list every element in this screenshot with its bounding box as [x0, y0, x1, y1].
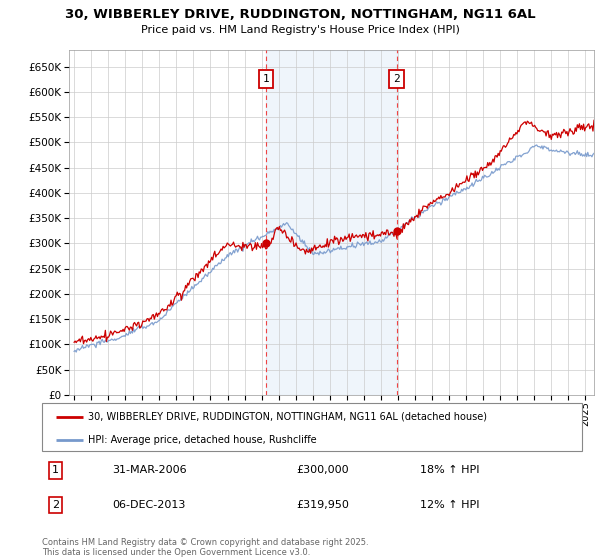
- Text: £300,000: £300,000: [296, 465, 349, 475]
- Text: 30, WIBBERLEY DRIVE, RUDDINGTON, NOTTINGHAM, NG11 6AL: 30, WIBBERLEY DRIVE, RUDDINGTON, NOTTING…: [65, 8, 535, 21]
- Text: HPI: Average price, detached house, Rushcliffe: HPI: Average price, detached house, Rush…: [88, 435, 317, 445]
- Text: 18% ↑ HPI: 18% ↑ HPI: [420, 465, 479, 475]
- Text: £319,950: £319,950: [296, 500, 349, 510]
- Bar: [266, 50, 397, 395]
- Text: Contains HM Land Registry data © Crown copyright and database right 2025.
This d: Contains HM Land Registry data © Crown c…: [42, 538, 368, 557]
- Text: 06-DEC-2013: 06-DEC-2013: [112, 500, 185, 510]
- Text: 1: 1: [262, 74, 269, 84]
- Text: 12% ↑ HPI: 12% ↑ HPI: [420, 500, 479, 510]
- FancyBboxPatch shape: [42, 403, 582, 451]
- Text: Price paid vs. HM Land Registry's House Price Index (HPI): Price paid vs. HM Land Registry's House …: [140, 25, 460, 35]
- Text: 2: 2: [52, 500, 59, 510]
- Text: 1: 1: [52, 465, 59, 475]
- Text: 2: 2: [393, 74, 400, 84]
- Text: 31-MAR-2006: 31-MAR-2006: [112, 465, 187, 475]
- Text: 30, WIBBERLEY DRIVE, RUDDINGTON, NOTTINGHAM, NG11 6AL (detached house): 30, WIBBERLEY DRIVE, RUDDINGTON, NOTTING…: [88, 412, 487, 422]
